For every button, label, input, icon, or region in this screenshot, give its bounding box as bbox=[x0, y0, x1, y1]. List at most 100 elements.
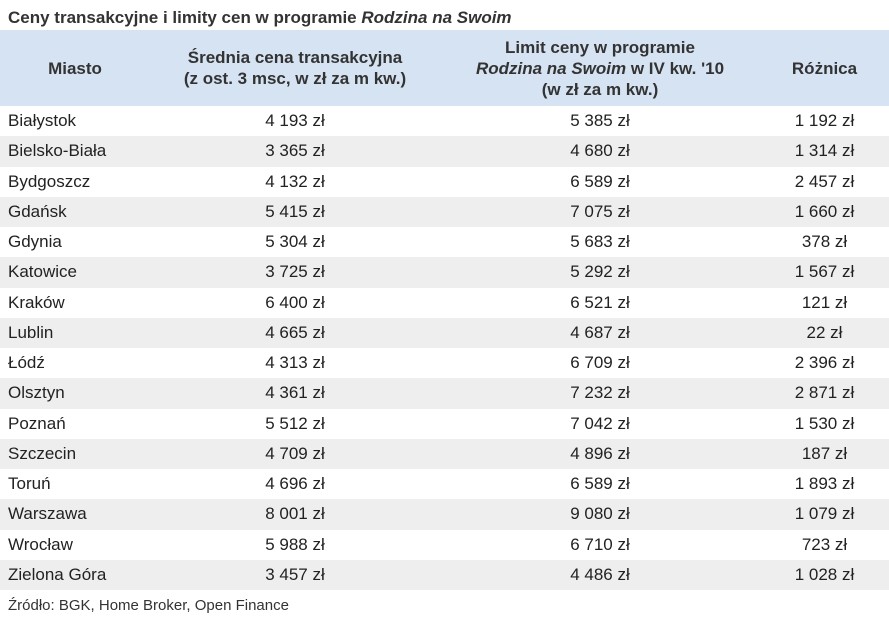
cell-limit: 4 680 zł bbox=[570, 141, 630, 161]
cell-limit: 4 486 zł bbox=[570, 564, 630, 584]
column-header-limit: Limit ceny w programie Rodzina na Swoim … bbox=[440, 30, 760, 106]
cell-difference: 1 192 zł bbox=[794, 111, 855, 131]
cell-city: Warszawa bbox=[8, 504, 87, 524]
table-row: Szczecin 4 709 zł 4 896 zł 187 zł bbox=[0, 438, 889, 469]
cell-city: Poznań bbox=[8, 413, 66, 433]
cell-limit: 7 232 zł bbox=[570, 383, 630, 403]
source-note: Źródło: BGK, Home Broker, Open Finance bbox=[8, 597, 289, 614]
table-row: Toruń 4 696 zł 6 589 zł 1 893 zł bbox=[0, 469, 889, 500]
cell-limit: 7 042 zł bbox=[570, 413, 630, 433]
cell-avg-price: 6 400 zł bbox=[265, 292, 325, 312]
cell-avg-price: 4 709 zł bbox=[265, 443, 325, 463]
column-header-limit-line1: Limit ceny w programie bbox=[505, 37, 695, 57]
table-row: Gdańsk 5 415 zł 7 075 zł 1 660 zł bbox=[0, 196, 889, 227]
cell-city: Bydgoszcz bbox=[8, 171, 91, 191]
cell-limit: 6 709 zł bbox=[570, 353, 630, 373]
cell-limit: 5 292 zł bbox=[570, 262, 630, 282]
cell-limit: 9 080 zł bbox=[570, 504, 630, 524]
cell-avg-price: 5 988 zł bbox=[265, 534, 325, 554]
column-header-limit-line2: Rodzina na Swoim w IV kw. '10 bbox=[444, 58, 756, 79]
cell-city: Białystok bbox=[8, 111, 77, 131]
cell-limit: 5 385 zł bbox=[570, 111, 630, 131]
table-body: Białystok 4 193 zł 5 385 zł 1 192 zł Bielsko… bbox=[0, 106, 889, 590]
cell-city: Szczecin bbox=[8, 443, 77, 463]
cell-city: Kraków bbox=[8, 292, 65, 312]
column-header-avg-price: Średnia cena transakcyjna (z ost. 3 msc,… bbox=[150, 30, 440, 106]
table-row: Bielsko-Biała 3 365 zł 4 680 zł 1 314 zł bbox=[0, 136, 889, 167]
column-header-city-label: Miasto bbox=[48, 58, 102, 78]
table-row: Łódź 4 313 zł 6 709 zł 2 396 zł bbox=[0, 348, 889, 379]
cell-city: Katowice bbox=[8, 262, 77, 282]
table-row: Lublin 4 665 zł 4 687 zł 22 zł bbox=[0, 317, 889, 348]
column-header-avg-price-line1: Średnia cena transakcyjna bbox=[187, 48, 403, 67]
table-row: Wrocław 5 988 zł 6 710 zł 723 zł bbox=[0, 529, 889, 560]
cell-difference: 1 660 zł bbox=[794, 201, 855, 221]
cell-limit: 5 683 zł bbox=[570, 232, 630, 252]
table-row: Zielona Góra 3 457 zł 4 486 zł 1 028 zł bbox=[0, 559, 889, 590]
cell-city: Toruń bbox=[8, 474, 51, 494]
cell-city: Wrocław bbox=[8, 534, 73, 554]
table-header: Miasto Średnia cena transakcyjna (z ost.… bbox=[0, 30, 889, 106]
table-row: Olsztyn 4 361 zł 7 232 zł 2 871 zł bbox=[0, 378, 889, 409]
cell-limit: 6 589 zł bbox=[570, 474, 630, 494]
cell-avg-price: 4 361 zł bbox=[265, 383, 325, 403]
cell-avg-price: 3 457 zł bbox=[265, 564, 325, 584]
table-title-italic: Rodzina na Swoim bbox=[361, 8, 512, 27]
cell-difference: 2 871 zł bbox=[794, 383, 855, 403]
cell-city: Łódź bbox=[8, 353, 45, 373]
column-header-difference-label: Różnica bbox=[791, 58, 858, 78]
cell-difference: 378 zł bbox=[801, 232, 848, 252]
table-row: Bydgoszcz 4 132 zł 6 589 zł 2 457 zł bbox=[0, 166, 889, 197]
table-row: Warszawa 8 001 zł 9 080 zł 1 079 zł bbox=[0, 499, 889, 530]
cell-avg-price: 4 665 zł bbox=[265, 322, 325, 342]
cell-city: Zielona Góra bbox=[8, 564, 107, 584]
cell-difference: 723 zł bbox=[801, 534, 848, 554]
column-header-limit-line3: (w zł za m kw.) bbox=[541, 79, 659, 99]
table-title: Ceny transakcyjne i limity cen w program… bbox=[8, 6, 512, 30]
table-row: Gdynia 5 304 zł 5 683 zł 378 zł bbox=[0, 227, 889, 258]
table-title-main: Ceny transakcyjne i limity cen w program… bbox=[8, 8, 362, 27]
column-header-difference: Różnica bbox=[760, 30, 889, 106]
header-row: Miasto Średnia cena transakcyjna (z ost.… bbox=[0, 30, 889, 106]
table-row: Kraków 6 400 zł 6 521 zł 121 zł bbox=[0, 287, 889, 318]
cell-limit: 6 589 zł bbox=[570, 171, 630, 191]
cell-avg-price: 5 415 zł bbox=[265, 201, 325, 221]
cell-difference: 121 zł bbox=[801, 292, 848, 312]
cell-difference: 1 079 zł bbox=[794, 504, 855, 524]
cell-difference: 1 567 zł bbox=[794, 262, 855, 282]
cell-difference: 1 314 zł bbox=[794, 141, 855, 161]
cell-city: Lublin bbox=[8, 322, 54, 342]
cell-difference: 1 893 zł bbox=[794, 474, 855, 494]
table-row: Katowice 3 725 zł 5 292 zł 1 567 zł bbox=[0, 257, 889, 288]
cell-avg-price: 3 725 zł bbox=[265, 262, 325, 282]
cell-limit: 6 521 zł bbox=[570, 292, 630, 312]
cell-avg-price: 3 365 zł bbox=[265, 141, 325, 161]
cell-avg-price: 5 304 zł bbox=[265, 232, 325, 252]
cell-city: Olsztyn bbox=[8, 383, 65, 403]
cell-avg-price: 4 696 zł bbox=[265, 474, 325, 494]
cell-city: Gdynia bbox=[8, 232, 62, 252]
cell-limit: 7 075 zł bbox=[570, 201, 630, 221]
cell-avg-price: 4 193 zł bbox=[265, 111, 325, 131]
price-table: Miasto Średnia cena transakcyjna (z ost.… bbox=[0, 30, 889, 590]
column-header-avg-price-line2: (z ost. 3 msc, w zł za m kw.) bbox=[183, 69, 407, 88]
table-row: Poznań 5 512 zł 7 042 zł 1 530 zł bbox=[0, 408, 889, 439]
cell-difference: 1 028 zł bbox=[794, 564, 855, 584]
table-row: Białystok 4 193 zł 5 385 zł 1 192 zł bbox=[0, 106, 889, 137]
column-header-limit-program-name: Rodzina na Swoim bbox=[475, 58, 627, 78]
cell-limit: 6 710 zł bbox=[570, 534, 630, 554]
cell-avg-price: 4 313 zł bbox=[265, 353, 325, 373]
cell-difference: 22 zł bbox=[806, 322, 843, 342]
column-header-limit-period: w IV kw. '10 bbox=[626, 58, 725, 78]
cell-difference: 187 zł bbox=[801, 443, 848, 463]
cell-avg-price: 8 001 zł bbox=[265, 504, 325, 524]
cell-avg-price: 5 512 zł bbox=[265, 413, 325, 433]
cell-city: Bielsko-Biała bbox=[8, 141, 107, 161]
cell-difference: 1 530 zł bbox=[794, 413, 855, 433]
cell-limit: 4 896 zł bbox=[570, 443, 630, 463]
cell-avg-price: 4 132 zł bbox=[265, 171, 325, 191]
cell-limit: 4 687 zł bbox=[570, 322, 630, 342]
cell-difference: 2 396 zł bbox=[794, 353, 855, 373]
cell-city: Gdańsk bbox=[8, 201, 67, 221]
cell-difference: 2 457 zł bbox=[794, 171, 855, 191]
